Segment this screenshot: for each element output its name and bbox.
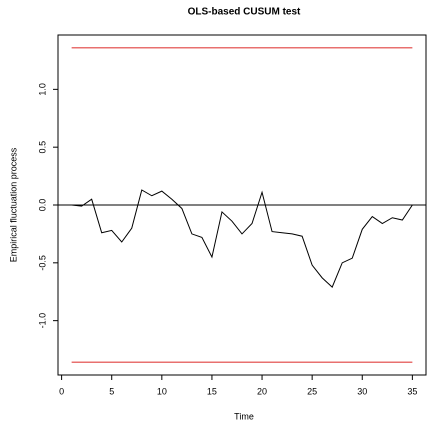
x-tick-label: 15 bbox=[207, 386, 217, 396]
y-axis-label: Empirical fluctuation process bbox=[8, 147, 18, 262]
y-tick-label: -0.5 bbox=[37, 255, 47, 271]
data-line bbox=[71, 189, 413, 288]
x-tick-label: 5 bbox=[109, 386, 114, 396]
x-tick-label: 35 bbox=[407, 386, 417, 396]
x-tick-label: 10 bbox=[157, 386, 167, 396]
x-axis-label: Time bbox=[234, 411, 254, 421]
y-tick-label: 0.0 bbox=[37, 199, 47, 212]
x-tick-label: 25 bbox=[307, 386, 317, 396]
x-tick-label: 0 bbox=[59, 386, 64, 396]
y-tick-label: 1.0 bbox=[37, 83, 47, 96]
x-tick-label: 20 bbox=[257, 386, 267, 396]
x-tick-label: 30 bbox=[357, 386, 367, 396]
y-tick-label: -1.0 bbox=[37, 313, 47, 329]
chart-title: OLS-based CUSUM test bbox=[188, 7, 301, 18]
y-tick-label: 0.5 bbox=[37, 141, 47, 154]
